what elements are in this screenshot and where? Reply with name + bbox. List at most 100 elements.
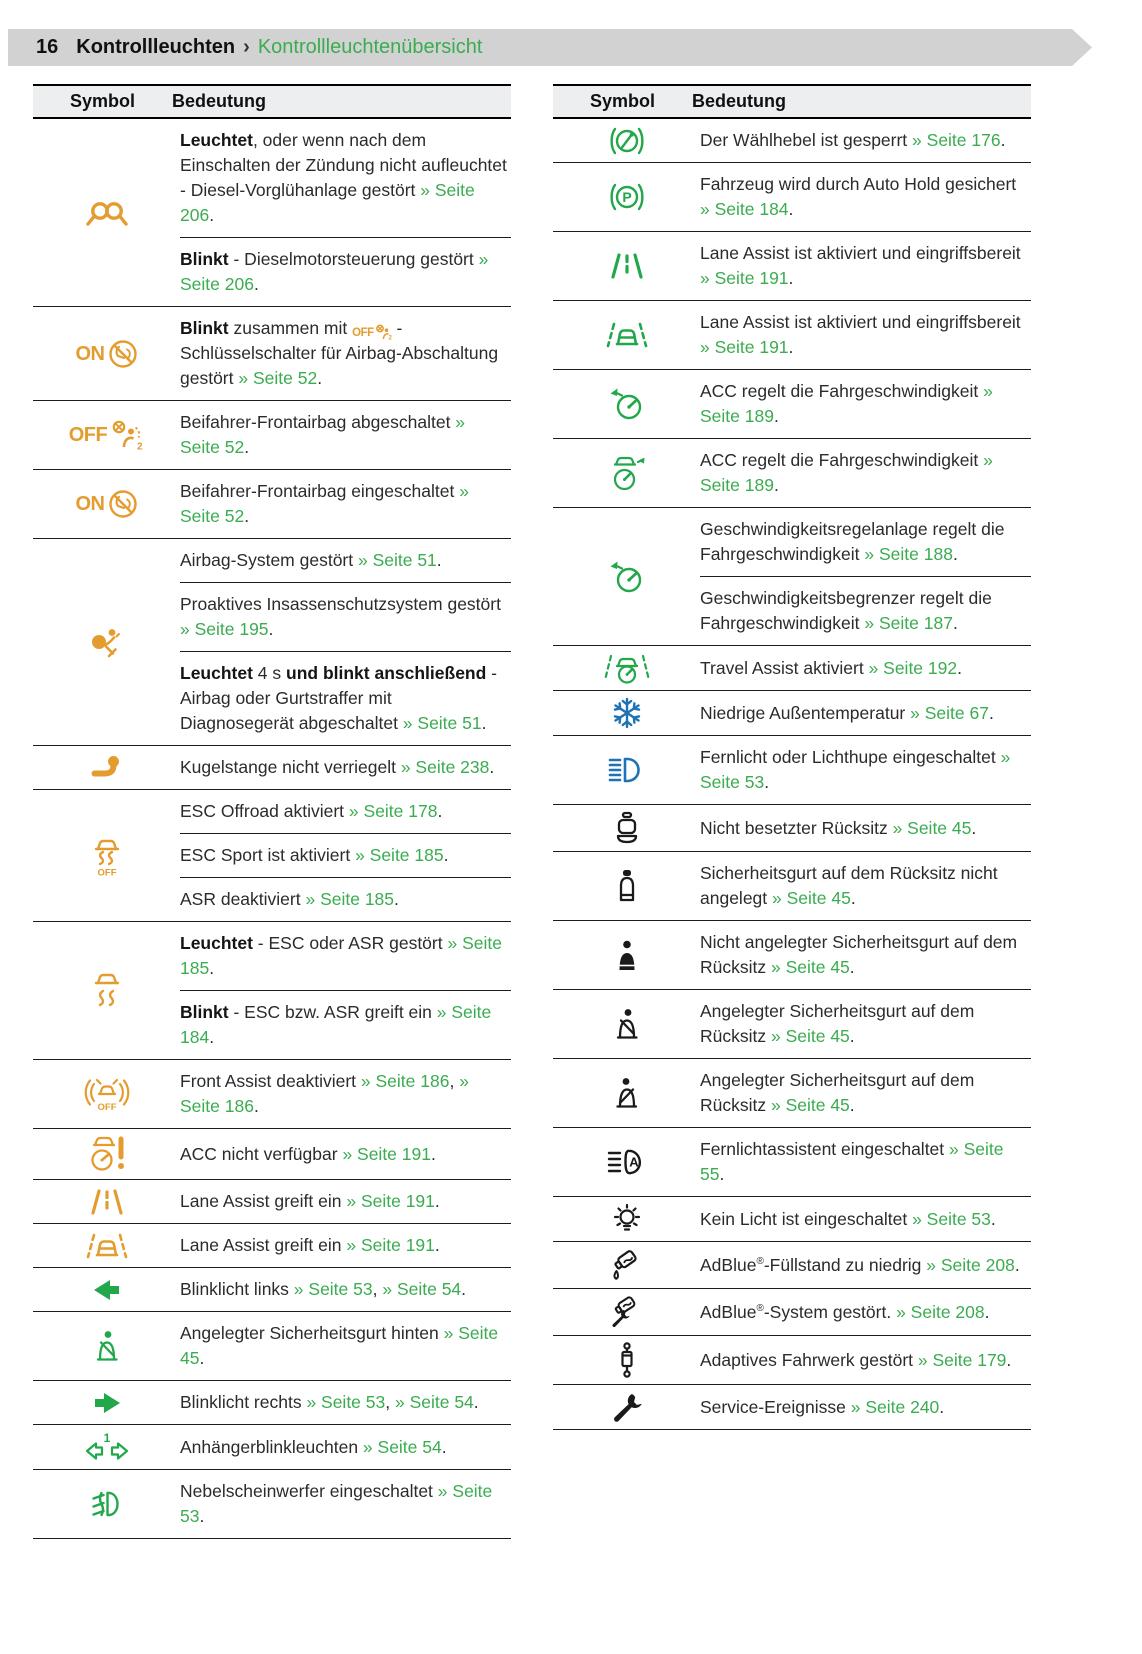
- meaning-text: ASR deaktiviert » Seite 185.: [180, 877, 511, 921]
- page-header-bar: 16 Kontrollleuchten › Kontrollleuchtenüb…: [8, 29, 1092, 66]
- meaning-text: Kugelstange nicht verriegelt » Seite 238…: [180, 746, 511, 789]
- meaning-text: Blinklicht rechts » Seite 53, » Seite 54…: [180, 1381, 511, 1424]
- page-link[interactable]: » Seite 52: [180, 481, 469, 526]
- page-link[interactable]: » Seite 53: [180, 1481, 493, 1526]
- table-row: AdBlue®-Füllstand zu niedrig » Seite 208…: [553, 1242, 1031, 1289]
- page-link[interactable]: » Seite 53: [700, 747, 1011, 792]
- page-link[interactable]: » Seite 45: [892, 817, 972, 838]
- text: Fahrzeug wird durch Auto Hold gesichert: [700, 174, 1017, 194]
- page-link[interactable]: » Seite 54: [394, 1392, 474, 1412]
- text: Airbag-System gestört: [180, 550, 358, 570]
- page-link[interactable]: » Seite 54: [362, 1436, 442, 1457]
- page-link[interactable]: » Seite 191: [700, 337, 789, 357]
- page-link[interactable]: » Seite 189: [700, 381, 993, 426]
- text: Sicherheitsgurt auf dem Rücksitz nicht a…: [700, 863, 998, 908]
- page-link[interactable]: » Seite 208: [926, 1254, 1015, 1275]
- right-table: Symbol Bedeutung Der Wählhebel ist gespe…: [553, 84, 1031, 1430]
- text: .: [788, 268, 794, 288]
- text: .: [436, 550, 442, 570]
- page-link[interactable]: » Seite 240: [850, 1396, 940, 1417]
- meaning-text: Angelegter Sicherheitsgurt auf dem Rücks…: [700, 990, 1031, 1058]
- emphasis-text: Blinkt: [180, 318, 229, 338]
- page-link[interactable]: » Seite 185: [355, 845, 444, 865]
- meaning-cell: AdBlue®-System gestört. » Seite 208.: [700, 1291, 1031, 1334]
- meaning-cell: Beifahrer-Frontairbag eingeschaltet » Se…: [180, 470, 511, 538]
- page-link[interactable]: » Seite 187: [864, 613, 953, 633]
- page-link[interactable]: » Seite 191: [346, 1235, 435, 1255]
- text: .: [253, 1096, 259, 1116]
- meaning-text: Leuchtet 4 s und blinkt anschließend - A…: [180, 651, 511, 745]
- page-link[interactable]: » Seite 45: [770, 957, 850, 977]
- page-link[interactable]: » Seite 53: [912, 1208, 991, 1229]
- page-link[interactable]: » Seite 178: [348, 801, 438, 821]
- page-link[interactable]: » Seite 208: [896, 1301, 985, 1322]
- page-link[interactable]: » Seite 185: [180, 933, 502, 978]
- svg-text:2: 2: [388, 335, 392, 340]
- page-link[interactable]: » Seite 51: [357, 550, 437, 570]
- text: .: [1014, 1254, 1020, 1275]
- meaning-cell: AdBlue®-Füllstand zu niedrig » Seite 208…: [700, 1244, 1031, 1287]
- meaning-text: Leuchtet - ESC oder ASR gestört » Seite …: [180, 922, 511, 990]
- text: .: [430, 1143, 436, 1164]
- page-link[interactable]: » Seite 191: [342, 1143, 431, 1164]
- table-row: Airbag-System gestört » Seite 51. Proakti…: [33, 539, 511, 746]
- page-link[interactable]: » Seite 206: [180, 249, 489, 294]
- page-link[interactable]: » Seite 191: [700, 268, 789, 288]
- text: .: [773, 406, 779, 426]
- page-link[interactable]: » Seite 186: [180, 1071, 469, 1116]
- page-link[interactable]: » Seite 188: [864, 544, 953, 564]
- page-link[interactable]: » Seite 54: [382, 1279, 462, 1299]
- page-link[interactable]: » Seite 189: [700, 450, 993, 495]
- text: - Dieselmotorsteuerung gestört: [228, 249, 479, 269]
- table-row: OFF 2 Beifahrer-Frontairbag abgeschaltet »…: [33, 401, 511, 470]
- text: Lane Assist greift ein: [180, 1191, 347, 1211]
- page-link[interactable]: » Seite 195: [180, 619, 269, 639]
- page-link[interactable]: » Seite 238: [400, 757, 490, 777]
- page-link[interactable]: » Seite 53: [306, 1392, 386, 1412]
- section-title: Kontrollleuchtenübersicht: [257, 36, 483, 58]
- page-link[interactable]: » Seite 67: [910, 702, 989, 723]
- meaning-text: Kein Licht ist eingeschaltet » Seite 53.: [700, 1198, 1031, 1241]
- page-link[interactable]: » Seite 184: [700, 199, 789, 219]
- text: Kugelstange nicht verriegelt: [180, 757, 401, 777]
- page-link[interactable]: » Seite 176: [912, 130, 1001, 150]
- page-link[interactable]: » Seite 206: [180, 180, 475, 225]
- meaning-text: Der Wählhebel ist gesperrt » Seite 176.: [700, 119, 1031, 162]
- airbag-person-icon: [33, 620, 180, 664]
- table-row: ACC regelt die Fahrgeschwindigkeit » Sei…: [553, 439, 1031, 508]
- page-link[interactable]: » Seite 53: [293, 1279, 373, 1299]
- meaning-text: Blinkt - ESC bzw. ASR greift ein » Seite…: [180, 990, 511, 1059]
- symbol-column-header: Symbol: [589, 91, 655, 111]
- text: ASR deaktiviert: [180, 889, 306, 909]
- meaning-text: Fernlichtassistent eingeschaltet » Seite…: [700, 1128, 1031, 1196]
- page-link[interactable]: » Seite 55: [700, 1139, 1004, 1184]
- page-link[interactable]: » Seite 186: [360, 1071, 450, 1091]
- page-link[interactable]: » Seite 52: [238, 368, 318, 388]
- meaning-text: Lane Assist ist aktiviert und eingriffsb…: [700, 301, 1031, 369]
- page-link[interactable]: » Seite 185: [305, 889, 395, 909]
- adblue-low-icon: [553, 1242, 700, 1288]
- page-link[interactable]: » Seite 45: [180, 1323, 499, 1368]
- text: Proaktives Insassenschutzsystem gestört: [180, 594, 501, 614]
- page-link[interactable]: » Seite 52: [180, 412, 466, 457]
- page-link[interactable]: » Seite 179: [917, 1349, 1007, 1370]
- meaning-cell: Service-Ereignisse » Seite 240.: [700, 1386, 1031, 1429]
- text: Service-Ereignisse: [700, 1396, 851, 1417]
- page-link[interactable]: » Seite 51: [402, 713, 482, 733]
- meaning-cell: Angelegter Sicherheitsgurt auf dem Rücks…: [700, 1059, 1031, 1127]
- page-link[interactable]: » Seite 191: [346, 1191, 435, 1211]
- meaning-text: Anhängerblinkleuchten » Seite 54.: [180, 1426, 511, 1469]
- page-link[interactable]: » Seite 45: [770, 1095, 850, 1115]
- table-row: Lane Assist ist aktiviert und eingriffsb…: [553, 232, 1031, 301]
- meaning-text: Service-Ereignisse » Seite 240.: [700, 1386, 1031, 1429]
- text: Travel Assist aktiviert: [700, 657, 869, 678]
- page-link[interactable]: » Seite 192: [868, 657, 958, 678]
- text: .: [209, 205, 215, 225]
- table-row: Adaptives Fahrwerk gestört » Seite 179.: [553, 1336, 1031, 1385]
- belt-person-alt-icon: [553, 1071, 700, 1116]
- page-link[interactable]: » Seite 45: [772, 888, 851, 908]
- bulb-icon: [553, 1197, 700, 1241]
- page-link[interactable]: » Seite 184: [180, 1002, 492, 1047]
- page-link[interactable]: » Seite 45: [770, 1026, 850, 1046]
